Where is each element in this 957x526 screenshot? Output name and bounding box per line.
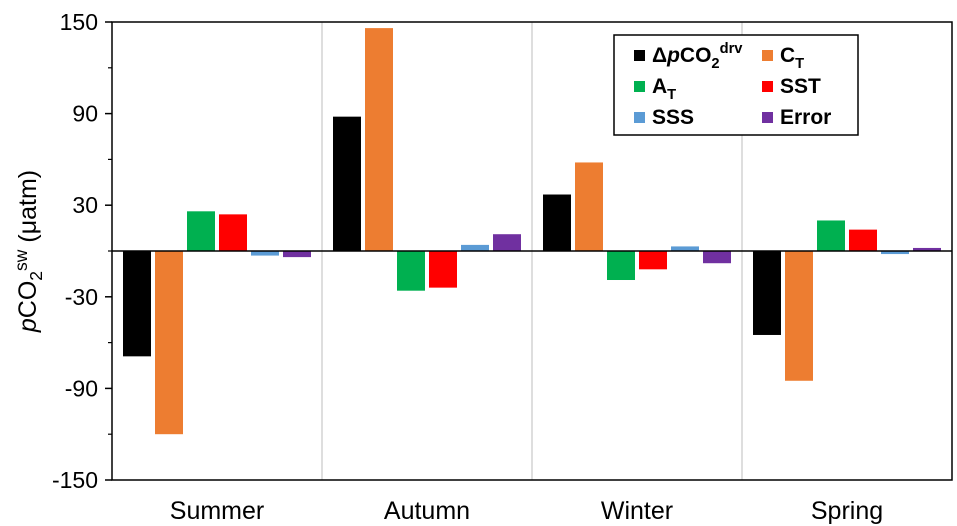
y-axis-label: pCO2sw (μatm)	[11, 170, 46, 333]
legend-label: Error	[780, 106, 831, 129]
legend-label: SST	[780, 75, 821, 98]
bar-error-winter	[703, 251, 731, 264]
bar-at-winter	[607, 251, 635, 281]
bar-at-summer	[187, 211, 215, 251]
bar-error-spring	[913, 247, 941, 251]
bar-sst-spring	[849, 229, 877, 251]
bar-pco2drv-summer	[123, 251, 151, 357]
bar-at-spring	[817, 220, 845, 251]
bar-sss-summer	[251, 251, 279, 256]
bar-pco2drv-autumn	[333, 116, 361, 251]
legend-swatch	[762, 112, 773, 123]
x-category-label: Winter	[601, 497, 673, 525]
y-tick-label: 90	[72, 101, 98, 127]
y-tick-label: -150	[52, 467, 98, 493]
bar-sss-winter	[671, 246, 699, 251]
bar-sss-autumn	[461, 244, 489, 251]
y-tick-label: 30	[72, 192, 98, 218]
bar-error-autumn	[493, 234, 521, 251]
x-axis-labels: Summer Autumn Winter Spring	[170, 497, 883, 525]
legend-box	[613, 34, 859, 136]
y-tick-label: -90	[65, 375, 98, 401]
bar-sss-spring	[881, 251, 909, 255]
legend-swatch	[634, 81, 645, 92]
bar-sst-winter	[639, 251, 667, 270]
y-axis: 150 90 30 -30 -90 -150	[52, 9, 112, 493]
x-category-label: Autumn	[384, 497, 470, 525]
legend-label: ΔpCO2drv	[652, 41, 743, 72]
legend: ΔpCO2drv CT AT SST SSS Error	[613, 34, 859, 136]
bar-pco2drv-spring	[753, 251, 781, 335]
legend-swatch	[634, 112, 645, 123]
bar-sst-autumn	[429, 251, 457, 288]
legend-label: SSS	[652, 106, 694, 129]
legend-swatch	[762, 81, 773, 92]
bar-at-autumn	[397, 251, 425, 291]
bar-ct-summer	[155, 251, 183, 435]
bars	[123, 28, 941, 435]
plot-frame	[111, 21, 953, 481]
bar-error-summer	[283, 251, 311, 258]
y-tick-label: 150	[60, 9, 98, 35]
bar-ct-autumn	[365, 28, 393, 252]
legend-label: AT	[652, 75, 676, 103]
y-axis-title: pCO2sw (μatm)	[11, 170, 46, 333]
bar-sst-summer	[219, 214, 247, 251]
bar-ct-winter	[575, 162, 603, 251]
x-category-label: Summer	[170, 497, 264, 525]
legend-swatch	[634, 50, 645, 61]
legend-swatch	[762, 50, 773, 61]
bar-pco2drv-winter	[543, 194, 571, 251]
legend-label: CT	[780, 44, 804, 72]
x-category-label: Spring	[811, 497, 883, 525]
y-tick-label: -30	[65, 284, 98, 310]
bar-ct-spring	[785, 251, 813, 381]
